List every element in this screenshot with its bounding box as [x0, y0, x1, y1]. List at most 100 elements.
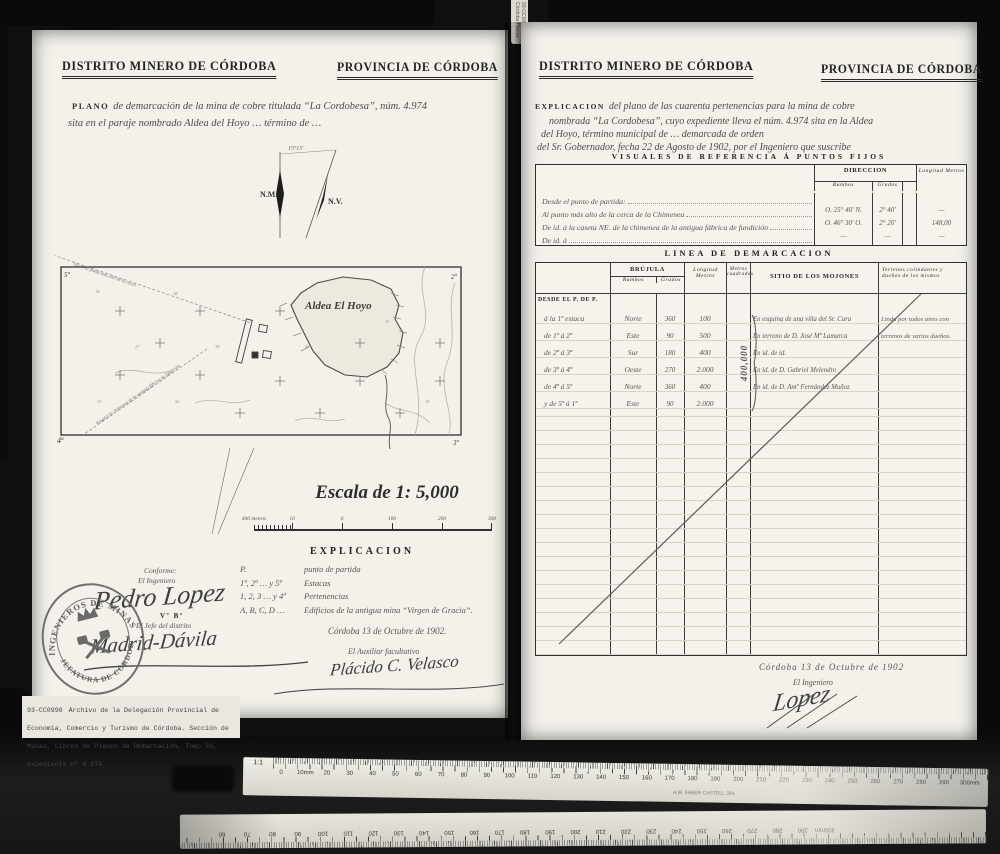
left-intro-label: PLANO	[72, 101, 110, 111]
film-edge-blob	[60, 4, 120, 34]
film-edge-right-bar	[976, 0, 1000, 854]
svg-text:33: 33	[97, 399, 102, 404]
explicacion-items: P. punto de partida 1ª, 2ª … y 5ª Estaca…	[240, 564, 502, 618]
corner-label-tr: 2ª	[451, 273, 458, 281]
left-intro-line2: sita en el paraje nombrado Aldea del Hoy…	[68, 118, 322, 129]
contour-lines	[114, 266, 456, 436]
right-intro: EXPLICACION del plano de las cuarenta pe…	[535, 96, 971, 153]
right-page: DISTRITO MINERO DE CÓRDOBA PROVINCIA DE …	[521, 22, 982, 740]
right-intro-line1: del plano de las cuarenta pertenencias p…	[608, 101, 855, 112]
mining-engineers-stamp: INGENIEROS DE MINAS JEFATURA DE CÓRDOBA	[25, 568, 145, 697]
binder-clip	[172, 766, 234, 792]
visuales-grados-header: Grados	[872, 181, 902, 191]
legend-item: A, B, C, D … Edificios de la antigua min…	[240, 604, 473, 615]
archive-caption-label: 93-CC0990 Archivo de la Delegación Provin…	[22, 696, 240, 768]
village-label: Aldea El Hoyo	[304, 300, 372, 312]
right-intro-line2: nombrada “La Cordobesa”, cuyo expediente…	[549, 116, 874, 127]
archive-index-tab-text: 93-CC0990 Córdoba Planos	[514, 2, 526, 38]
vobo-label: Vº Bº	[160, 612, 184, 620]
magnetic-north-arrow	[276, 170, 284, 218]
desde-pp-label: DESDE EL P. DE P.	[538, 297, 598, 303]
left-page: DISTRITO MINERO DE CÓRDOBA PROVINCIA DE …	[25, 30, 508, 718]
archive-caption-text: Archivo de la Delegación Provincial de E…	[27, 707, 229, 768]
conforme-label: Conforme:	[144, 566, 177, 575]
visuales-row: De id. á — — —	[536, 232, 966, 245]
right-signature-flourish	[766, 691, 858, 729]
visual-lines	[55, 255, 252, 436]
village-hatching	[279, 292, 408, 375]
auxiliar-signature-flourish	[273, 683, 505, 695]
compass-rose: 15°15' N.M. N.V.	[260, 145, 343, 239]
perimeter-rectangle	[60, 266, 462, 436]
scale-bar: 10 0 100 200 300 400 metros	[242, 516, 496, 535]
terrenos-header: Terrenos colindantes y dueños de los mis…	[878, 263, 966, 293]
svg-text:14: 14	[95, 289, 100, 294]
left-header-provincia: PROVINCIA DE CÓRDOBA	[337, 60, 498, 80]
visuales-rows: Desde el punto de partida: Al punto más …	[536, 193, 966, 245]
brujula-grados-header: Grados	[660, 277, 682, 283]
right-intro-line3: del Hoyo, término municipal de … demarca…	[541, 129, 764, 140]
brujula-header: BRÚJULA	[611, 263, 684, 277]
left-intro-line1: de demarcación de la mina de cobre titul…	[113, 101, 428, 112]
sitio-mojones-header: SITIO DE LOS MOJONES	[750, 263, 878, 293]
right-el-ingeniero: El Ingeniero	[793, 678, 833, 687]
right-header-provincia: PROVINCIA DE CÓRDOBA	[821, 62, 982, 82]
right-date-line: Córdoba 13 de Octubre de 1902	[759, 662, 905, 672]
magnetic-north-label: N.M.	[260, 190, 277, 199]
demarcacion-table: BRÚJULA Rumbos Grados Longitud Metros Me…	[535, 262, 967, 656]
right-intro-line4: del Sr. Gobernador, fecha 22 de Agosto d…	[537, 142, 851, 153]
mine-buildings	[235, 318, 272, 364]
brujula-rumbos-header: Rumbos	[611, 277, 657, 283]
legend-item: P. punto de partida	[240, 564, 361, 574]
visuales-row: De id. á la caseta NE. de la chimenea de…	[536, 219, 966, 232]
svg-text:11: 11	[385, 319, 389, 324]
visuales-direccion-header: DIRECCION	[814, 165, 916, 182]
svg-text:18: 18	[173, 291, 178, 296]
jefe-signature-flourish	[83, 661, 309, 671]
stream-line	[384, 374, 391, 449]
corner-label-bl: 4ª	[57, 436, 64, 445]
visuales-title: VISUALES DE REFERENCIA Á PUNTOS FIJOS	[611, 152, 887, 161]
true-north-arrow	[316, 174, 328, 220]
jefe-label: El Jefe del distrito	[136, 621, 192, 630]
left-date-line: Córdoba 13 de Octubre de 1902.	[328, 626, 447, 636]
legend-item: 1, 2, 3 … y 4ª Pertenencias	[240, 591, 349, 601]
svg-text:19: 19	[425, 399, 430, 404]
right-header-distrito: DISTRITO MINERO DE CÓRDOBA	[539, 58, 754, 79]
left-intro: PLANO de demarcación de la mina de cobre…	[68, 96, 512, 129]
book-gutter	[505, 22, 523, 740]
village-outline	[290, 276, 404, 378]
true-north-label: N.V.	[328, 197, 343, 206]
boundary-tails	[211, 448, 255, 535]
explicacion-title: EXPLICACION	[309, 546, 415, 557]
visuales-rumbos-header: Rumbos	[814, 181, 872, 191]
visual-note-2: Visual á la chimenea de la antigua fábri…	[95, 363, 182, 426]
film-edge-left-strip	[0, 20, 8, 460]
visuales-row: Desde el punto de partida:	[536, 193, 966, 206]
angle-arc	[279, 149, 337, 155]
left-header-distrito: DISTRITO MINERO DE CÓRDOBA	[62, 58, 277, 79]
visual-note-1: Visual al punto más alto de la cerca	[73, 261, 138, 287]
corner-label-tl: 5ª	[64, 271, 71, 279]
empty-ruled-rows	[536, 403, 966, 655]
visuales-row: Al punto más alto de la cerca de la Chim…	[536, 206, 966, 219]
corner-label-br: 3ª	[452, 439, 460, 447]
svg-text:27: 27	[135, 344, 140, 349]
crown-and-hammers-icon	[76, 607, 111, 660]
demarcacion-metros-header: Metros cuadrados	[726, 263, 753, 293]
visuales-longitud-header: Longitud Metros	[916, 165, 966, 191]
right-intro-label: EXPLICACION	[535, 102, 605, 111]
demarcation-map: Visual al punto más alto de la cerca Vis…	[55, 255, 462, 449]
svg-text:46: 46	[305, 344, 310, 349]
true-north-line	[305, 149, 337, 239]
auxiliar-label: El Auxiliar facultativo	[348, 647, 420, 656]
svg-text:34: 34	[215, 344, 220, 349]
demarcacion-title: LINEA DE DEMARCACION	[664, 248, 834, 258]
compass-angle-label: 15°15'	[288, 145, 304, 152]
film-edge-top-right	[548, 0, 978, 22]
el-ingeniero-label: El Ingeniero	[138, 576, 176, 585]
ruler-bottom: 300mm29028027026025024023022021020019018…	[179, 809, 987, 849]
svg-text:52: 52	[175, 399, 180, 404]
visuales-table: DIRECCION Longitud Metros Rumbos Grados …	[535, 164, 967, 246]
legend-item: 1ª, 2ª … y 5ª Estacas	[240, 577, 331, 588]
